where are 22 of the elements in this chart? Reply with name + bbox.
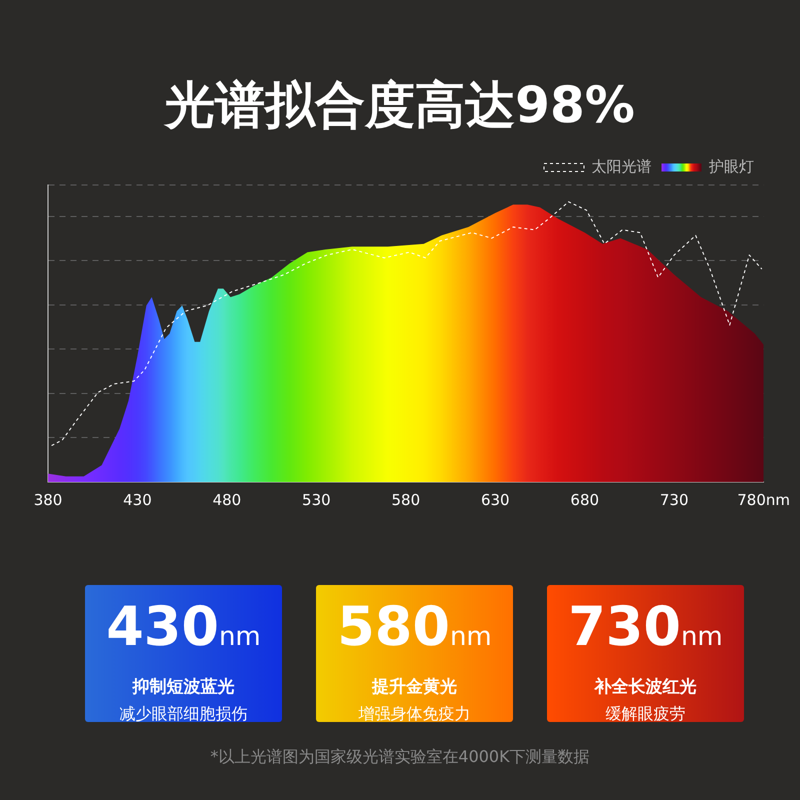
x-tick-label: 530 [302,490,331,509]
x-tick-label: 780nm [737,490,790,509]
legend-label: 护眼灯 [708,157,754,176]
text: 提升金黄光 [370,676,458,698]
x-tick-label: 730 [660,490,688,509]
x-tick-label: 380 [34,490,62,509]
legend-label: 太阳光谱 [592,157,652,176]
text: 补全长波红光 [593,676,698,698]
text: *以上光谱图为国家级光谱实验室在4000K下测量数据 [209,747,591,768]
x-tick-label: 430 [123,490,152,509]
chart-title: 光谱拟合度高达98% [162,75,636,136]
x-tick-label: 480 [212,490,242,509]
text: 730nm [567,595,724,660]
x-tick-label: 680 [570,490,600,509]
text: 减少眼部细胞损伤 [118,704,248,725]
x-tick-label: 630 [480,490,510,509]
text: 缓解眼疲劳 [604,704,686,725]
text: 抑制短波蓝光 [131,676,236,698]
text: 580nm [336,595,493,660]
text: 增强身体免疫力 [358,704,472,725]
x-tick-label: 580 [391,490,420,509]
text: 430nm [105,595,262,660]
